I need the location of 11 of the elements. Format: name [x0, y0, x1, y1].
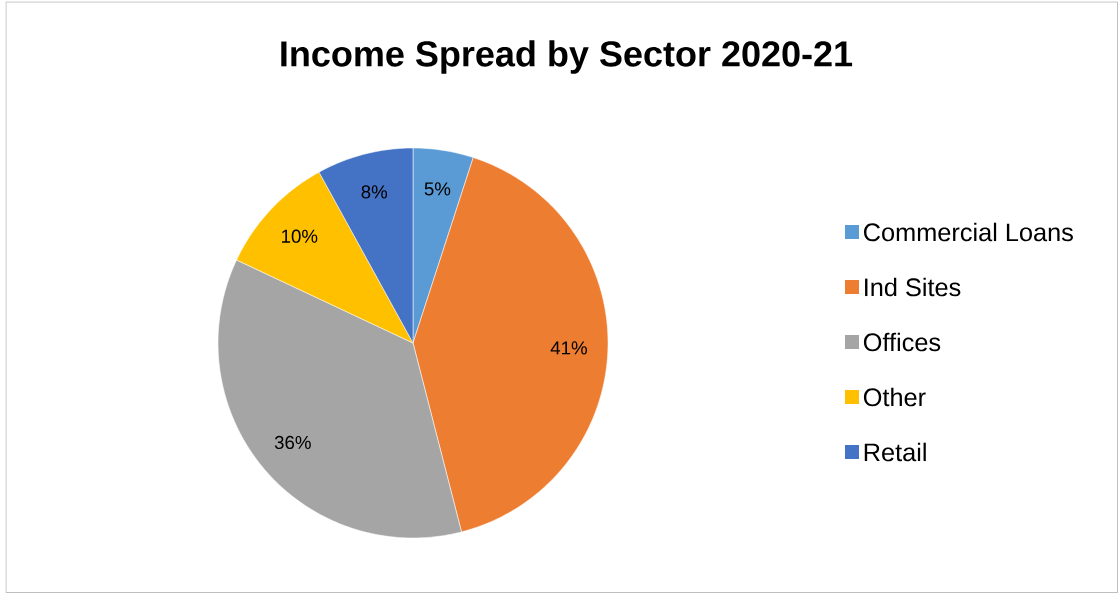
- legend-label: Other: [863, 387, 926, 407]
- data-label: 5%: [424, 182, 451, 196]
- chart-title: Income Spread by Sector 2020-21: [281, 40, 853, 74]
- legend-label: Offices: [863, 332, 941, 352]
- legend-label: Retail: [864, 442, 926, 462]
- data-label: 36%: [274, 435, 311, 450]
- data-label: 10%: [282, 229, 318, 243]
- legend-label: Ind Sites: [865, 277, 961, 297]
- legend-label: Commercial Loans: [864, 222, 1073, 242]
- data-label: 41%: [550, 341, 587, 355]
- data-label: 8%: [361, 185, 388, 199]
